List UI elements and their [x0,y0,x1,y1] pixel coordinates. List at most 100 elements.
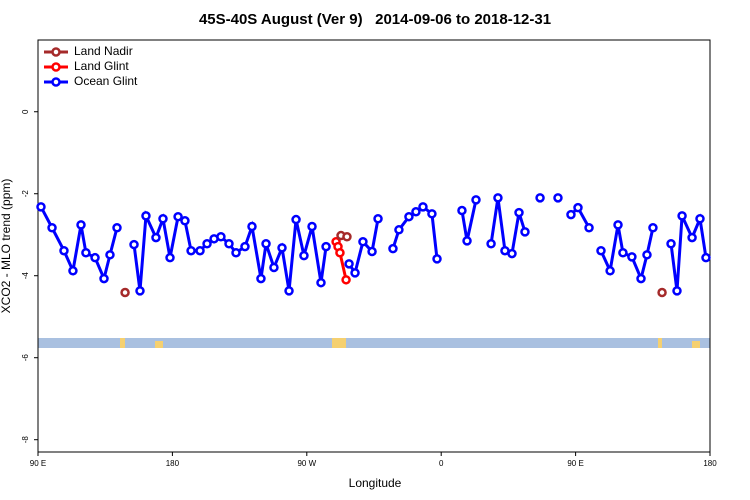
data-point [195,245,205,256]
data-point [404,211,414,222]
data-point [231,248,241,258]
data-point [486,238,496,249]
land-band [155,341,163,348]
data-point [388,243,398,254]
land-band [658,338,662,348]
data-point [129,239,139,250]
y-tick-label: -8 [21,436,30,444]
data-point [358,236,368,247]
x-tick-label: 90 W [297,459,316,468]
data-point [135,286,145,296]
legend-swatch [51,47,61,57]
data-point [247,221,257,232]
data-point [307,221,317,232]
data-point [493,193,503,203]
x-tick-label: 90 E [30,459,46,468]
data-point [344,259,354,269]
data-point [553,193,563,203]
data-point [573,202,583,213]
y-tick-label: -2 [21,190,30,198]
data-point [216,232,226,242]
plot-frame [37,39,711,453]
data-point [520,227,530,237]
land-band [332,338,346,348]
ocean-band [38,338,710,348]
data-point [648,223,658,233]
chart-title: 45S-40S August (Ver 9) 2014-09-06 to 201… [199,11,551,28]
legend-swatch [51,62,61,72]
data-point [367,246,377,257]
data-point [605,266,615,276]
data-point [269,262,279,273]
land-strip [38,338,710,348]
data-point [141,211,151,221]
data-point [341,275,351,285]
data-point [202,238,212,249]
data-point [99,273,109,284]
data-point [596,245,606,256]
x-tick-label: 0 [439,459,444,468]
data-point [90,252,100,263]
y-tick-label: 0 [21,109,30,114]
data-point [299,250,309,261]
data-point [687,232,697,243]
data-point [432,254,442,264]
x-axis-label: Longitude [349,476,402,490]
data-point [457,205,467,216]
y-axis-label: XCO2 - MLO trend (ppm) [0,179,13,314]
data-point [566,209,576,220]
data-point [186,245,196,256]
y-tick-label: -4 [21,272,30,280]
data-point [180,216,190,226]
data-point [120,287,130,298]
data-point [112,223,122,233]
data-point [618,248,628,258]
data-point [613,220,623,230]
legend-label: Land Glint [74,59,129,73]
data-point [342,232,352,242]
data-point [695,213,705,224]
data-point [36,202,46,212]
legend-swatch [51,77,61,87]
land-band [120,338,125,348]
data-point [261,238,271,249]
data-point [514,207,524,218]
data-point [76,220,86,230]
data-point [68,266,78,276]
data-point [427,209,437,219]
data-point [165,252,175,263]
data-point [224,238,234,249]
data-point [335,248,345,258]
data-point [277,243,287,253]
data-point [535,193,545,203]
data-point [584,223,594,233]
data-point [240,241,250,252]
y-tick-label: -6 [21,354,30,362]
data-point [350,268,360,278]
legend-label: Ocean Glint [74,74,138,88]
legend-label: Land Nadir [74,44,133,58]
data-point [291,214,301,225]
data-point [316,277,326,288]
data-point [256,273,266,284]
data-point [81,248,91,258]
data-point [462,236,472,246]
data-point [105,250,115,260]
data-point [321,241,331,252]
data-point [158,213,168,224]
x-tick-label: 90 E [567,459,583,468]
data-point [394,225,404,235]
x-tick-label: 180 [703,459,717,468]
data-point [666,238,676,249]
data-point [507,248,517,259]
series-line [39,197,708,292]
data-point [418,202,428,212]
data-point [373,213,383,224]
data-point [701,252,711,263]
data-point [657,287,667,298]
data-point [59,245,69,256]
data-point [173,211,183,222]
data-point [471,195,481,205]
data-point [151,232,161,243]
